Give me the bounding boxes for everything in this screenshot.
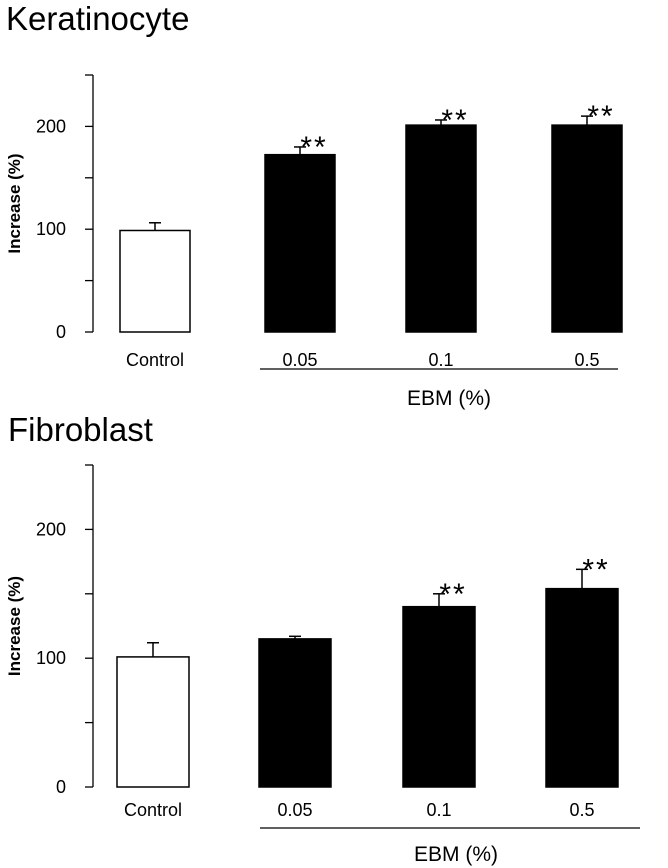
category-label: 0.1 <box>426 800 451 820</box>
significance-mark: ** <box>439 578 466 611</box>
y-axis-label: Increase (%) <box>5 576 24 676</box>
bar-control <box>117 657 189 787</box>
y-axis-label: Increase (%) <box>5 153 24 253</box>
significance-mark: ** <box>587 100 614 133</box>
group-label: EBM (%) <box>407 387 491 410</box>
bar-0-05 <box>259 639 331 787</box>
fibroblast-panel: Fibroblast 0 100 200 Increase (%) Control 0.05… <box>5 411 640 866</box>
y-tick-label: 200 <box>36 519 66 539</box>
significance-mark: ** <box>300 131 327 164</box>
bar-control <box>120 230 190 332</box>
bar-0-5 <box>546 589 618 787</box>
category-label: 0.5 <box>574 350 599 370</box>
category-label: 0.5 <box>569 800 594 820</box>
bar-0-1 <box>403 607 475 787</box>
bar-0-1 <box>406 125 476 332</box>
significance-mark: ** <box>582 553 609 586</box>
group-label: EBM (%) <box>414 843 498 866</box>
chart-title: Keratinocyte <box>6 0 189 37</box>
significance-mark: ** <box>441 104 468 137</box>
category-label: Control <box>124 800 182 820</box>
bar-0-5 <box>552 125 622 332</box>
category-label: 0.05 <box>277 800 312 820</box>
y-tick-label: 0 <box>56 777 66 797</box>
y-tick-label: 200 <box>36 116 66 136</box>
figure: Keratinocyte 0 100 200 Increase (%) Control **… <box>0 0 668 868</box>
category-label: 0.1 <box>428 350 453 370</box>
category-label: 0.05 <box>282 350 317 370</box>
category-label: Control <box>126 350 184 370</box>
y-tick-label: 0 <box>56 322 66 342</box>
keratinocyte-panel: Keratinocyte 0 100 200 Increase (%) Control **… <box>5 0 622 410</box>
bar-0-05 <box>265 155 335 332</box>
chart-title: Fibroblast <box>8 411 153 448</box>
y-tick-label: 100 <box>36 648 66 668</box>
y-tick-label: 100 <box>36 219 66 239</box>
